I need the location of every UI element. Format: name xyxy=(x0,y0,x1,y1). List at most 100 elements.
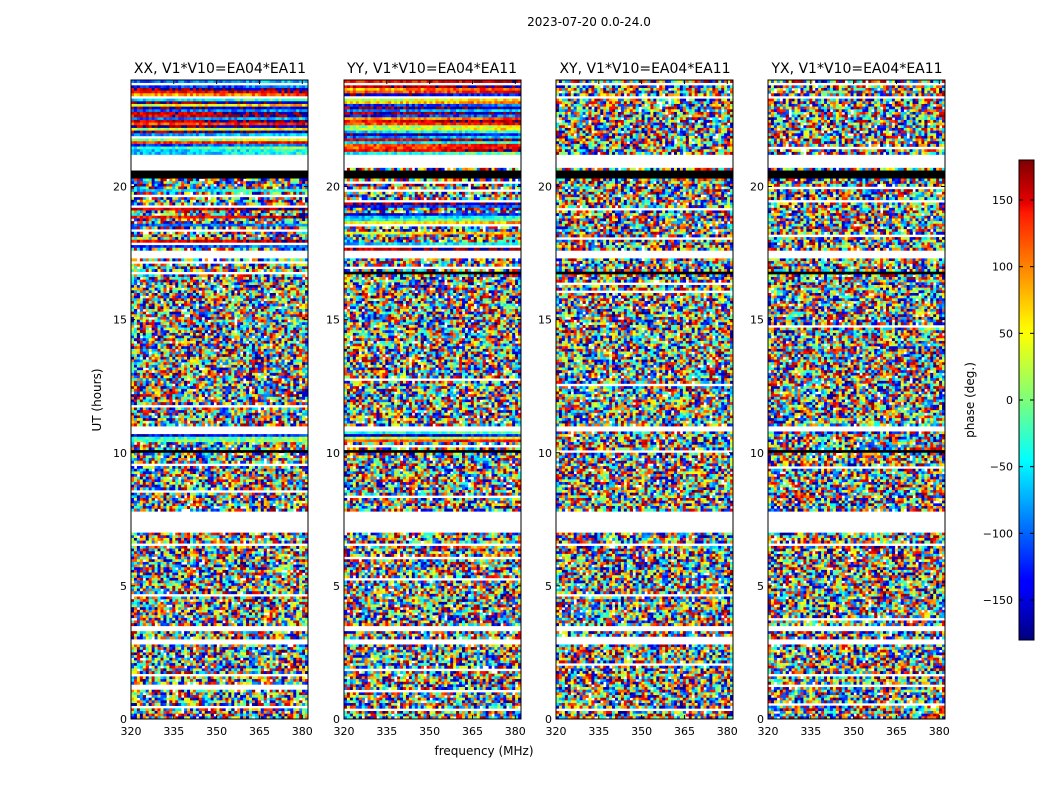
heat-cell xyxy=(240,232,243,235)
heat-cell xyxy=(287,237,290,240)
heat-cell xyxy=(202,144,205,147)
heat-cell xyxy=(199,139,202,142)
heat-cell xyxy=(143,99,146,102)
heat-cell xyxy=(228,128,231,131)
heat-cell xyxy=(234,208,237,211)
heat-cell xyxy=(181,88,184,91)
heat-cell xyxy=(158,208,161,211)
heat-cell xyxy=(231,101,234,104)
heat-cell xyxy=(222,93,225,96)
heat-cell xyxy=(284,141,287,144)
heat-cell xyxy=(152,200,155,203)
heat-cell xyxy=(161,240,164,243)
heat-cell xyxy=(228,184,231,187)
heat-cell xyxy=(234,277,237,280)
heat-cell xyxy=(187,133,190,136)
heat-cell xyxy=(240,131,243,134)
heat-cell xyxy=(273,269,276,272)
heat-cell xyxy=(284,192,287,195)
heat-cell xyxy=(255,152,258,155)
heat-cell xyxy=(276,123,279,126)
heat-cell xyxy=(299,101,302,104)
heat-cell xyxy=(225,93,228,96)
heat-cell xyxy=(169,245,172,248)
heat-cell xyxy=(284,264,287,267)
heat-cell xyxy=(222,109,225,112)
heat-cell xyxy=(166,181,169,184)
heat-cell xyxy=(270,85,273,88)
heat-cell xyxy=(181,234,184,237)
heat-cell xyxy=(169,133,172,136)
heat-cell xyxy=(255,123,258,126)
heat-cell xyxy=(172,258,175,261)
heat-cell xyxy=(152,282,155,285)
heat-cell xyxy=(237,197,240,200)
heat-cell xyxy=(184,210,187,213)
heat-cell xyxy=(290,139,293,142)
heat-cell xyxy=(143,264,146,267)
heat-cell xyxy=(249,187,252,190)
heat-cell xyxy=(140,88,143,91)
heat-cell xyxy=(255,120,258,123)
heat-cell xyxy=(273,93,276,96)
heat-cell xyxy=(193,258,196,261)
heat-cell xyxy=(199,197,202,200)
heat-cell xyxy=(193,144,196,147)
heat-cell xyxy=(202,202,205,205)
heat-cell xyxy=(196,192,199,195)
heat-cell xyxy=(202,218,205,221)
heat-cell xyxy=(199,237,202,240)
heat-cell xyxy=(178,282,181,285)
heat-cell xyxy=(193,115,196,118)
heat-cell xyxy=(246,109,249,112)
heat-cell xyxy=(264,179,267,182)
heat-cell xyxy=(134,128,137,131)
heat-cell xyxy=(252,112,255,115)
heat-cell xyxy=(296,218,299,221)
heat-cell xyxy=(293,234,296,237)
heat-cell xyxy=(217,192,220,195)
heat-cell xyxy=(264,128,267,131)
heat-cell xyxy=(134,139,137,142)
heat-cell xyxy=(202,107,205,110)
heat-cell xyxy=(270,101,273,104)
heat-cell xyxy=(270,218,273,221)
heat-cell xyxy=(237,274,240,277)
heat-cell xyxy=(163,104,166,107)
heat-cell xyxy=(287,234,290,237)
heat-cell xyxy=(214,224,217,227)
heat-cell xyxy=(299,274,302,277)
heat-cell xyxy=(293,181,296,184)
heat-cell xyxy=(228,144,231,147)
heat-cell xyxy=(199,269,202,272)
heat-cell xyxy=(231,277,234,280)
heat-cell xyxy=(293,224,296,227)
heat-cell xyxy=(190,224,193,227)
heat-cell xyxy=(149,282,152,285)
heat-cell xyxy=(264,240,267,243)
heat-cell xyxy=(264,147,267,150)
heat-cell xyxy=(279,131,282,134)
heat-cell xyxy=(202,187,205,190)
heat-cell xyxy=(296,248,299,251)
heat-cell xyxy=(220,104,223,107)
heat-cell xyxy=(187,226,190,229)
heat-cell xyxy=(299,139,302,142)
heat-cell xyxy=(287,218,290,221)
heat-cell xyxy=(267,91,270,94)
heat-cell xyxy=(214,85,217,88)
heat-cell xyxy=(187,128,190,131)
heat-cell xyxy=(267,152,270,155)
heat-cell xyxy=(258,85,261,88)
heat-cell xyxy=(140,181,143,184)
heat-cell xyxy=(243,85,246,88)
heat-cell xyxy=(281,99,284,102)
heat-cell xyxy=(137,269,140,272)
heat-cell xyxy=(205,99,208,102)
heat-cell xyxy=(161,282,164,285)
heat-cell xyxy=(243,232,246,235)
heat-cell xyxy=(211,139,214,142)
heat-cell xyxy=(199,109,202,112)
heat-cell xyxy=(158,125,161,128)
heat-cell xyxy=(137,104,140,107)
